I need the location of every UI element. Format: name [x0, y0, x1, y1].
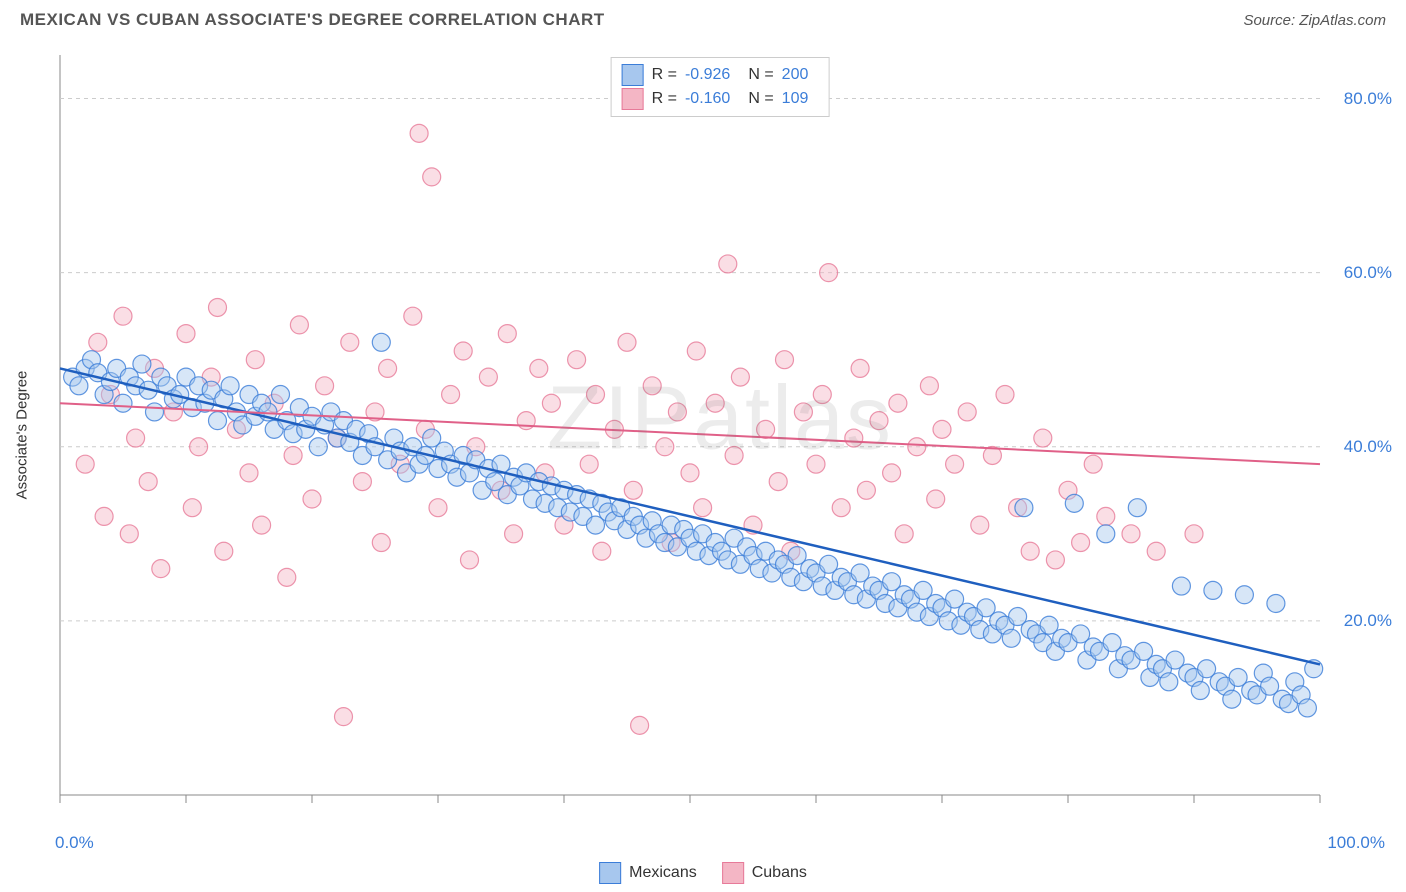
chart-source: Source: ZipAtlas.com [1243, 12, 1386, 29]
scatter-plot-svg [50, 45, 1390, 825]
chart-area: Associate's Degree ZIPatlas R =-0.926N =… [50, 45, 1390, 825]
legend-swatch [599, 862, 621, 884]
r-label: R = [652, 63, 677, 87]
series-swatch [622, 88, 644, 110]
series-swatch [622, 64, 644, 86]
y-tick-label: 80.0% [1344, 89, 1392, 109]
legend-item: Mexicans [599, 862, 697, 884]
legend-item: Cubans [722, 862, 807, 884]
n-value: 200 [782, 63, 809, 87]
y-tick-label: 60.0% [1344, 263, 1392, 283]
y-tick-label: 40.0% [1344, 437, 1392, 457]
chart-header: MEXICAN VS CUBAN ASSOCIATE'S DEGREE CORR… [0, 0, 1406, 40]
r-value: -0.926 [685, 63, 730, 87]
chart-title: MEXICAN VS CUBAN ASSOCIATE'S DEGREE CORR… [20, 10, 605, 30]
legend-label: Mexicans [629, 864, 697, 882]
r-value: -0.160 [685, 87, 730, 111]
x-axis-max-label: 100.0% [1327, 833, 1385, 853]
n-value: 109 [782, 87, 809, 111]
stats-row: R = -0.926 N = 200 [622, 63, 819, 87]
n-label: N = [748, 87, 773, 111]
stats-row: R = -0.160 N = 109 [622, 87, 819, 111]
legend-label: Cubans [752, 864, 807, 882]
x-axis-min-label: 0.0% [55, 833, 94, 853]
r-label: R = [652, 87, 677, 111]
legend-swatch [722, 862, 744, 884]
correlation-stats-box: R = -0.926 N = 200 R = -0.160 N = 109 [611, 57, 830, 117]
series-legend: Mexicans Cubans [599, 862, 807, 884]
n-label: N = [748, 63, 773, 87]
y-axis-label: Associate's Degree [14, 371, 31, 500]
y-tick-label: 20.0% [1344, 611, 1392, 631]
